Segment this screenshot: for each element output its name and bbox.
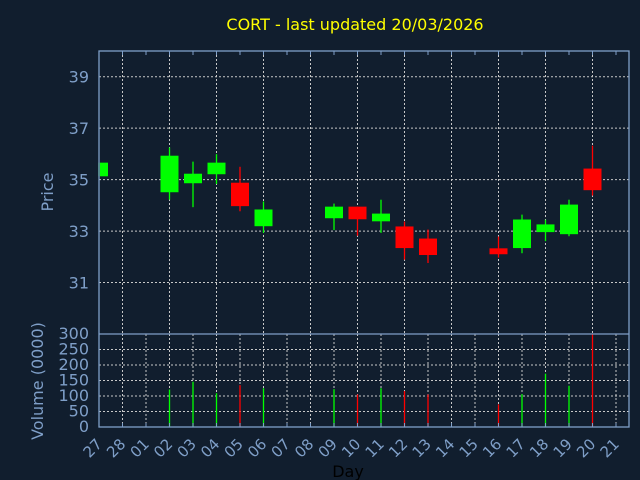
- x-tick-label: 20: [573, 435, 599, 461]
- x-tick-label: 14: [432, 435, 458, 461]
- volume-tick-label: 150: [58, 371, 89, 390]
- candle-body: [372, 213, 390, 222]
- candle-body: [184, 173, 202, 184]
- price-tick-label: 31: [69, 274, 89, 293]
- candle-body: [160, 155, 179, 193]
- candle-body: [395, 226, 414, 249]
- x-tick-label: 13: [409, 435, 435, 461]
- x-tick-label: 03: [174, 435, 200, 461]
- volume-axis-label: Volume (0000): [28, 322, 47, 440]
- price-axis-label: Price: [38, 172, 57, 211]
- volume-tick-label: 0: [79, 417, 89, 436]
- volume-tick-label: 250: [58, 340, 89, 359]
- price-tick-label: 33: [69, 222, 89, 241]
- candle-body: [207, 162, 226, 175]
- x-tick-label: 09: [315, 435, 341, 461]
- volume-tick-label: 100: [58, 386, 89, 405]
- price-tick-label: 35: [69, 171, 89, 190]
- candle-body: [513, 219, 531, 249]
- x-tick-label: 18: [526, 435, 552, 461]
- x-tick-label: 07: [268, 435, 294, 461]
- candle-body: [100, 162, 108, 177]
- x-tick-label: 05: [221, 435, 247, 461]
- volume-tick-label: 50: [69, 402, 89, 421]
- price-tick-label: 39: [69, 68, 89, 87]
- x-tick-label: 08: [291, 435, 317, 461]
- plot-frame: [98, 50, 630, 428]
- x-tick-label: 17: [503, 435, 529, 461]
- candle-body: [419, 238, 437, 256]
- x-tick-label: 01: [127, 435, 153, 461]
- x-tick-label: 19: [550, 435, 576, 461]
- chart-title: CORT - last updated 20/03/2026: [226, 15, 483, 34]
- x-tick-label: 11: [362, 435, 388, 461]
- x-tick-label: 28: [103, 435, 129, 461]
- volume-tick-label: 200: [58, 355, 89, 374]
- x-tick-label: 15: [456, 435, 482, 461]
- x-tick-label: 04: [197, 435, 223, 461]
- x-axis-label: Day: [332, 462, 364, 480]
- candle-body: [560, 204, 578, 235]
- x-tick-label: 21: [597, 435, 623, 461]
- x-tick-label: 16: [479, 435, 505, 461]
- x-tick-label: 10: [338, 435, 364, 461]
- candle-body: [231, 182, 249, 207]
- candle-body: [583, 168, 602, 191]
- x-tick-label: 06: [244, 435, 270, 461]
- price-tick-label: 37: [69, 119, 89, 138]
- volume-tick-label: 300: [58, 324, 89, 343]
- candle-body: [348, 206, 367, 220]
- x-tick-label: 02: [150, 435, 176, 461]
- candle-body: [254, 209, 273, 227]
- candle-body: [536, 224, 555, 233]
- candle-body: [325, 206, 343, 219]
- x-tick-label: 12: [385, 435, 411, 461]
- x-tick-label: 27: [80, 435, 106, 461]
- candle-body: [489, 248, 508, 255]
